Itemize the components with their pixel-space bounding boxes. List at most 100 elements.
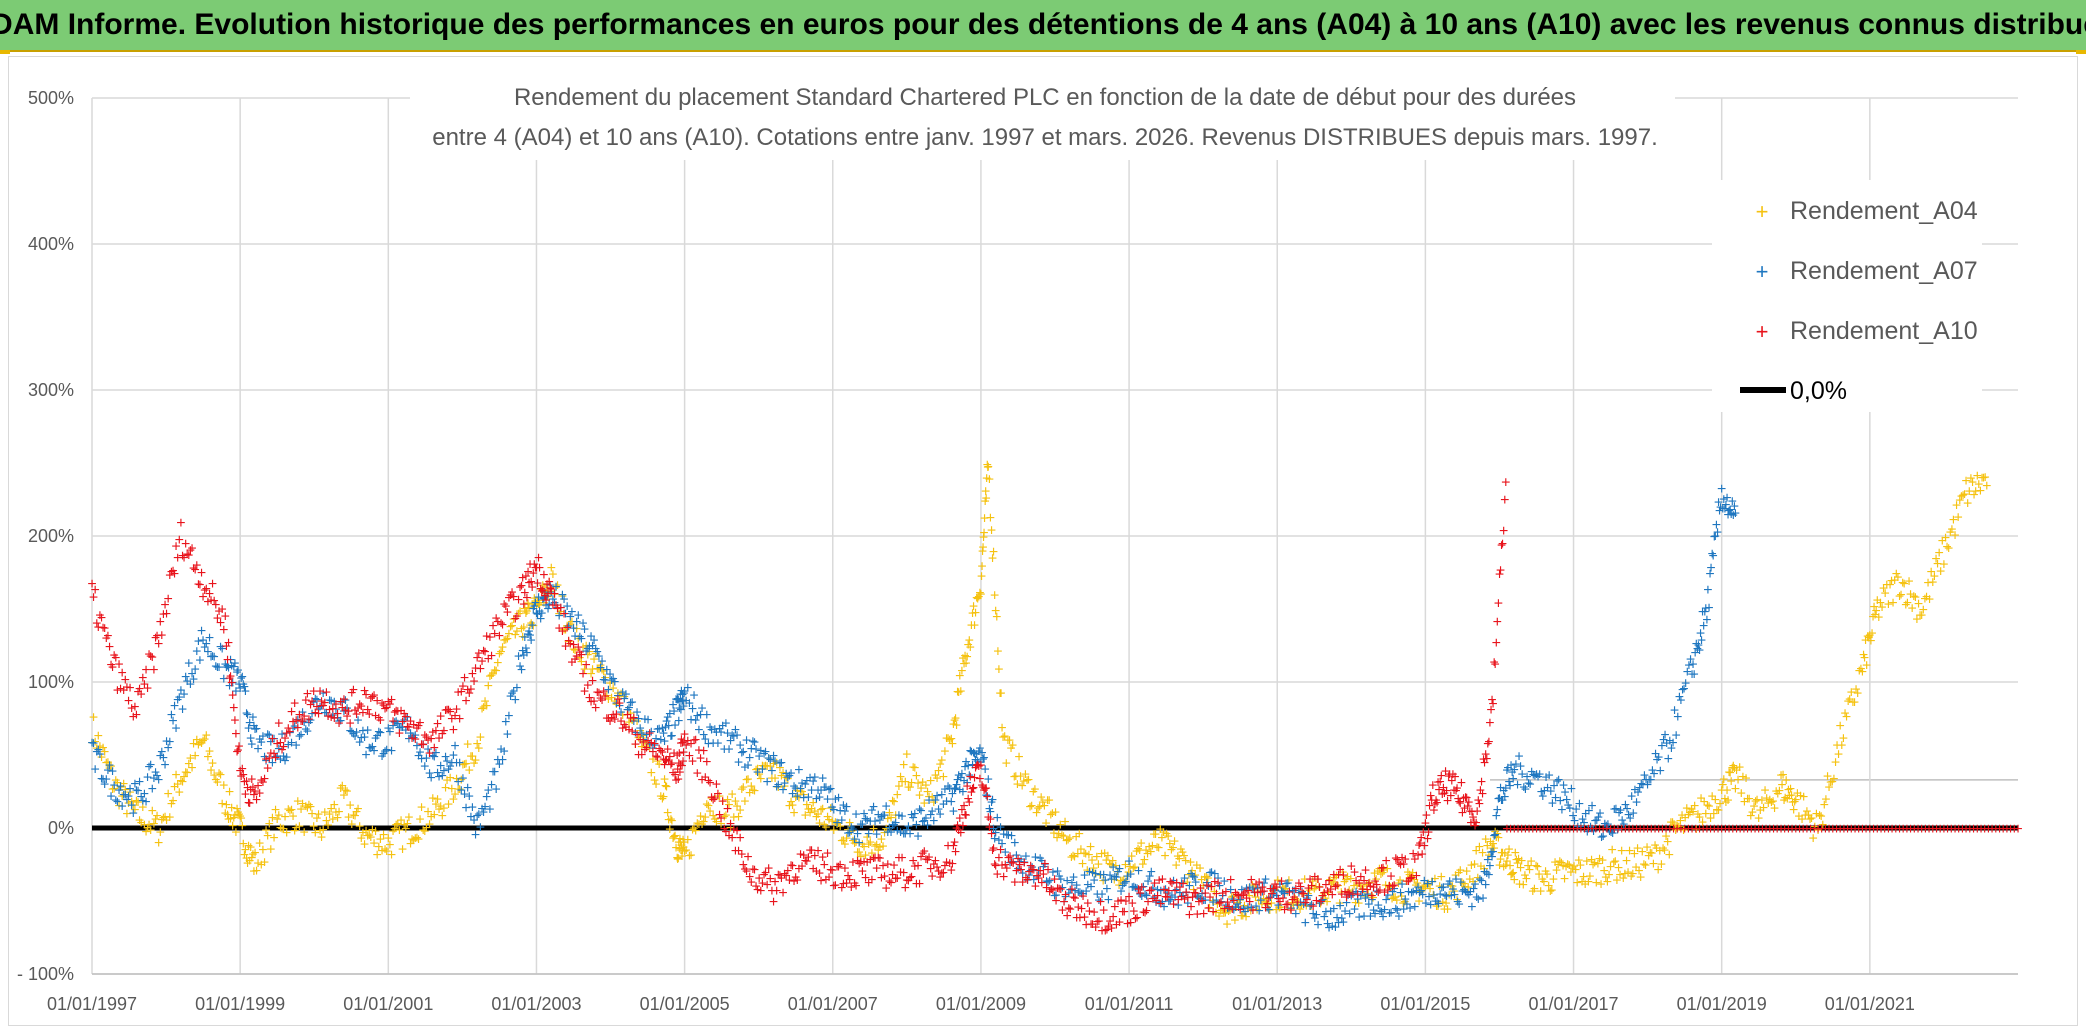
data-point: + — [772, 755, 781, 772]
data-point: + — [1555, 854, 1564, 871]
data-point: + — [1329, 875, 1338, 892]
data-point: + — [1440, 901, 1449, 918]
data-point: + — [1582, 854, 1591, 871]
data-point: + — [874, 843, 883, 860]
data-point: + — [880, 825, 889, 842]
data-point: + — [1397, 889, 1406, 906]
banner-title: ADAM Informe. Evolution historique des p… — [0, 8, 2086, 41]
data-point: + — [1299, 886, 1308, 903]
data-point: + — [1416, 884, 1425, 901]
data-point: + — [1400, 894, 1409, 911]
data-point: + — [233, 805, 242, 822]
data-point: + — [564, 634, 573, 651]
data-point: + — [679, 839, 688, 856]
data-point: + — [957, 663, 966, 680]
data-point: + — [154, 772, 163, 789]
data-point: + — [607, 690, 616, 707]
data-point: + — [1787, 788, 1796, 805]
data-point: + — [1789, 802, 1798, 819]
data-point: + — [1831, 754, 1840, 771]
data-point: + — [304, 797, 313, 814]
data-point: + — [1661, 829, 1670, 846]
data-point: + — [948, 736, 957, 753]
data-point: + — [1014, 749, 1023, 766]
data-point: + — [1032, 805, 1041, 822]
data-point: + — [1777, 777, 1786, 794]
data-point: + — [591, 646, 600, 663]
data-point: + — [1435, 879, 1444, 896]
data-point: + — [1162, 826, 1171, 843]
data-point: + — [1534, 867, 1543, 884]
x-tick-label: 01/01/1997 — [47, 994, 137, 1014]
data-point: + — [1130, 859, 1139, 876]
data-point: + — [1199, 878, 1208, 895]
data-point: + — [1649, 856, 1658, 873]
data-point: + — [610, 693, 619, 710]
data-point: + — [422, 820, 431, 837]
data-point: + — [100, 744, 109, 761]
data-point: + — [739, 780, 748, 797]
data-point: + — [1264, 897, 1273, 914]
data-point: + — [1272, 902, 1281, 919]
data-point: + — [1765, 792, 1774, 809]
data-point: + — [1598, 853, 1607, 870]
data-point: + — [1072, 829, 1081, 846]
data-point: + — [485, 802, 494, 819]
data-point: + — [527, 633, 536, 650]
data-point: + — [728, 786, 737, 803]
data-point: + — [1644, 848, 1653, 865]
data-point: + — [223, 807, 232, 824]
data-point: + — [1546, 883, 1555, 900]
data-point: + — [468, 749, 477, 766]
data-point: + — [1275, 900, 1284, 917]
data-point: + — [1781, 790, 1790, 807]
data-point: + — [1111, 858, 1120, 875]
data-point: + — [165, 810, 174, 827]
data-point: + — [301, 798, 310, 815]
data-point: + — [1493, 614, 1502, 631]
data-point: + — [1939, 556, 1948, 573]
y-tick-label: - 100% — [17, 964, 74, 984]
data-point: + — [1100, 845, 1109, 862]
data-point: + — [1681, 810, 1690, 827]
data-point: + — [385, 837, 394, 854]
data-point: + — [1105, 856, 1114, 873]
data-point: + — [916, 780, 925, 797]
data-point: + — [485, 669, 494, 686]
data-point: + — [1195, 861, 1204, 878]
data-point: + — [824, 812, 833, 829]
data-point: + — [1606, 859, 1615, 876]
data-point: + — [1018, 778, 1027, 795]
data-point: + — [1008, 738, 1017, 755]
data-point: + — [1437, 869, 1446, 886]
data-point: + — [519, 620, 528, 637]
data-point: + — [1224, 904, 1233, 921]
data-point: + — [1654, 862, 1663, 879]
data-point: + — [1121, 857, 1130, 874]
data-point: + — [1600, 863, 1609, 880]
data-point: + — [374, 839, 383, 856]
data-point: + — [1784, 782, 1793, 799]
data-point: + — [951, 844, 960, 861]
data-point: + — [1782, 773, 1791, 790]
data-point: + — [1639, 856, 1648, 873]
data-point: + — [255, 836, 264, 853]
data-point: + — [1728, 760, 1737, 777]
data-point: + — [1676, 813, 1685, 830]
data-point: + — [216, 767, 225, 784]
data-point: + — [496, 644, 505, 661]
data-point: + — [1246, 903, 1255, 920]
data-point: + — [1138, 856, 1147, 873]
data-point: + — [1738, 769, 1747, 786]
data-point: + — [675, 841, 684, 858]
x-tick-label: 01/01/2015 — [1380, 994, 1470, 1014]
data-point: + — [1776, 768, 1785, 785]
data-point: + — [939, 769, 948, 786]
data-point: + — [995, 686, 1004, 703]
data-point: + — [1200, 869, 1209, 886]
data-point: + — [1335, 895, 1344, 912]
data-point: + — [596, 658, 605, 675]
data-point: + — [1390, 878, 1399, 895]
data-point: + — [664, 812, 673, 829]
data-point: + — [956, 683, 965, 700]
